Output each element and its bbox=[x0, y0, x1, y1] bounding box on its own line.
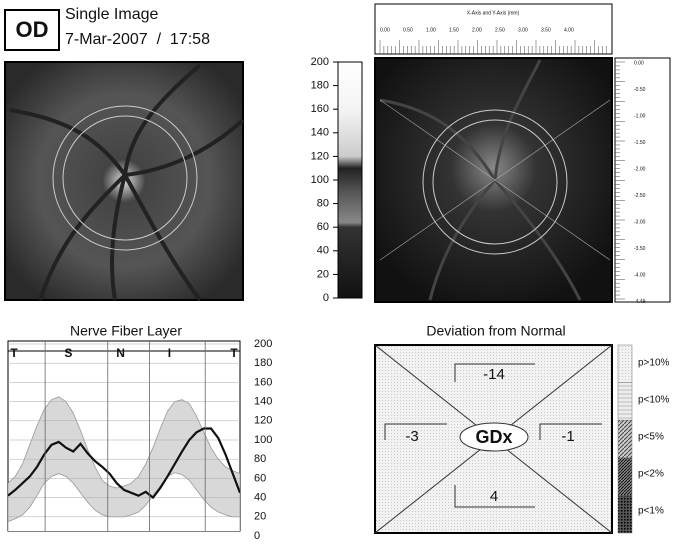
thickness-line bbox=[8, 427, 240, 500]
deviation-map bbox=[374, 344, 613, 534]
ruler-x-label: 2.00 bbox=[472, 27, 482, 33]
colorbar-tick-label: 140 bbox=[311, 127, 329, 139]
ruler-y-label: -3.50 bbox=[634, 246, 646, 252]
y-tick-label: 80 bbox=[254, 453, 266, 465]
inferior-value: 4 bbox=[490, 488, 498, 505]
eye-box bbox=[4, 9, 60, 51]
y-tick-label: 0 bbox=[254, 530, 260, 542]
ruler-y-label: -4.49 bbox=[634, 299, 646, 305]
ruler-y-label: -1.50 bbox=[634, 140, 646, 146]
legend-swatch bbox=[617, 344, 633, 383]
section-label: I bbox=[168, 346, 171, 360]
y-tick-label: 40 bbox=[254, 492, 266, 504]
legend-swatch bbox=[617, 382, 633, 421]
eye: OD bbox=[16, 17, 49, 42]
legend-swatch bbox=[617, 419, 633, 459]
superior-value: -14 bbox=[483, 366, 505, 383]
section-label: N bbox=[116, 346, 125, 360]
colorbar-tick-label: 100 bbox=[311, 174, 329, 186]
gdx-label: GDx bbox=[475, 427, 512, 447]
legend-swatch bbox=[617, 457, 633, 496]
ruler-x-label: 1.50 bbox=[449, 27, 459, 33]
colorbar-tick-label: 180 bbox=[311, 80, 329, 92]
section-label: T bbox=[10, 346, 18, 360]
nfl-title: Nerve Fiber Layer bbox=[70, 323, 182, 339]
ruler-x-label: 3.00 bbox=[518, 27, 528, 33]
colorbar-tick-label: 0 bbox=[323, 292, 329, 304]
ruler-x-label: 1.00 bbox=[426, 27, 436, 33]
ruler-y-label: 0.00 bbox=[634, 60, 644, 66]
ruler-y-label: -2.50 bbox=[634, 193, 646, 199]
y-tick-label: 200 bbox=[254, 338, 272, 350]
y-tick-label: 20 bbox=[254, 511, 266, 523]
ruler-x-label: 3.50 bbox=[541, 27, 551, 33]
ruler-y-label: -1.00 bbox=[634, 113, 646, 119]
ruler-x-label: 2.50 bbox=[495, 27, 505, 33]
y-tick-label: 140 bbox=[254, 396, 272, 408]
legend-label: p>10% bbox=[638, 358, 670, 369]
plot-area bbox=[8, 343, 240, 531]
deviation-title: Deviation from Normal bbox=[426, 323, 565, 339]
ruler-x-label: 4.00 bbox=[564, 27, 574, 33]
ruler-y-label: -2.00 bbox=[634, 166, 646, 172]
colorbar-tick-label: 20 bbox=[317, 268, 329, 280]
nasal-value: -1 bbox=[561, 428, 574, 445]
legend-label: p<1% bbox=[638, 506, 664, 517]
colorbar-tick-label: 40 bbox=[317, 245, 329, 257]
ruler-title: X-Axis and Y-Axis (mm) bbox=[467, 10, 520, 16]
y-tick-label: 60 bbox=[254, 472, 266, 484]
colorbar bbox=[337, 61, 363, 299]
temporal-value: -3 bbox=[405, 428, 418, 445]
y-tick-label: 100 bbox=[254, 434, 272, 446]
ruler-y-label: -0.50 bbox=[634, 87, 646, 93]
normal-band-lower bbox=[8, 472, 240, 531]
ruler-y-label: -4.00 bbox=[634, 272, 646, 278]
ruler-x-label: 0.00 bbox=[380, 27, 390, 33]
section-label: S bbox=[64, 346, 72, 360]
colorbar-tick-label: 80 bbox=[317, 198, 329, 210]
y-tick-label: 160 bbox=[254, 376, 272, 388]
y-tick-label: 120 bbox=[254, 415, 272, 427]
fundus-image bbox=[4, 61, 245, 302]
date: 7-Mar-2007 / 17:58 bbox=[65, 31, 210, 48]
colorbar-tick-label: 120 bbox=[311, 150, 329, 162]
colorbar-tick-label: 200 bbox=[311, 56, 329, 68]
legend-label: p<5% bbox=[638, 432, 664, 443]
colorbar-tick-label: 60 bbox=[317, 221, 329, 233]
legend-label: p<10% bbox=[638, 395, 670, 406]
polarimetry-image bbox=[374, 3, 671, 303]
legend-label: p<2% bbox=[638, 469, 664, 480]
legend-swatch bbox=[617, 495, 633, 534]
section-label: T bbox=[230, 346, 238, 360]
colorbar-tick-label: 160 bbox=[311, 103, 329, 115]
ruler-y-label: -3.00 bbox=[634, 219, 646, 225]
ruler-x-label: 0.50 bbox=[403, 27, 413, 33]
mode: Single Image bbox=[65, 6, 158, 23]
y-tick-label: 180 bbox=[254, 357, 272, 369]
